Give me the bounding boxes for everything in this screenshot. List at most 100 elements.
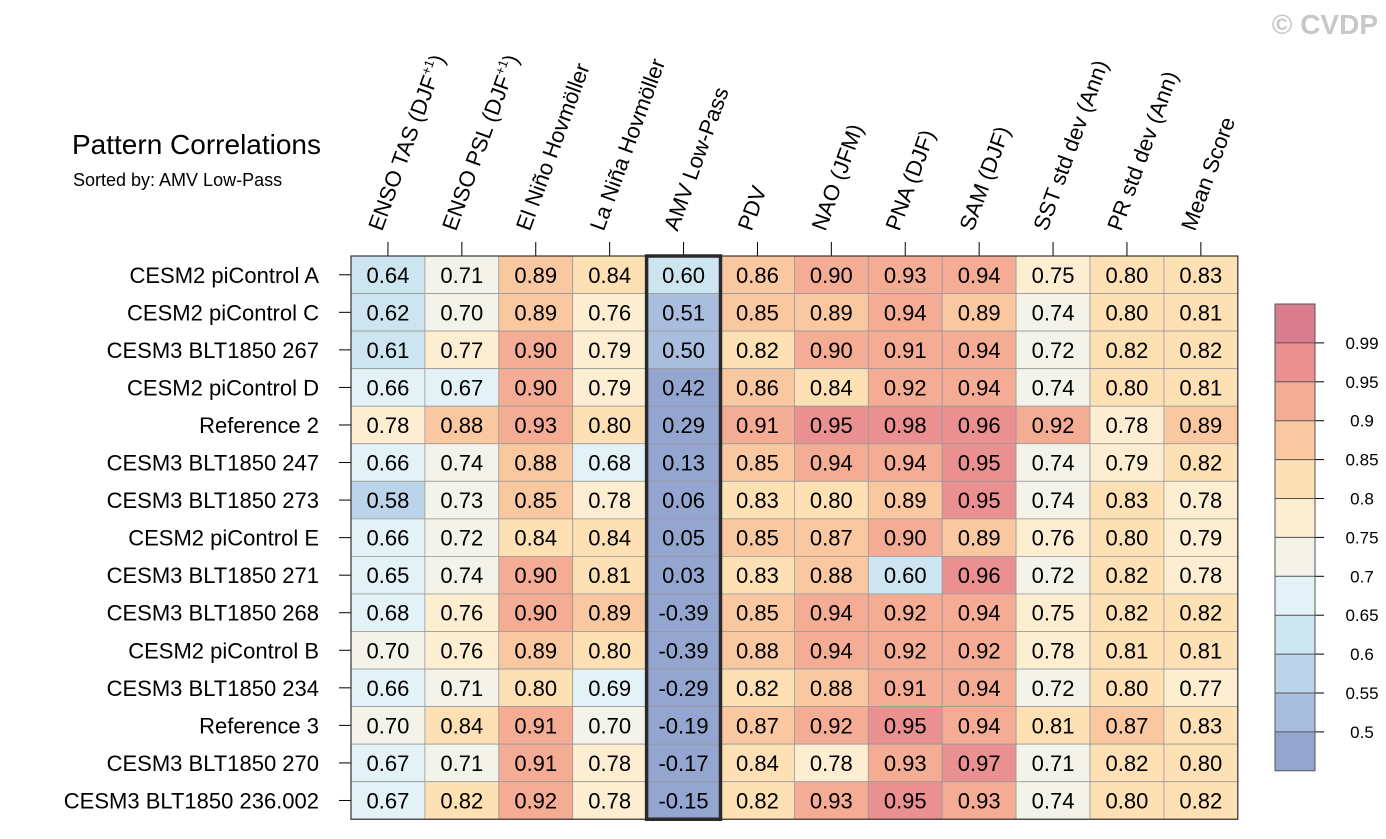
cell-value-label: 0.75 xyxy=(1032,601,1075,626)
heatmap-cell xyxy=(646,781,721,820)
heatmap-cell xyxy=(646,706,721,745)
row-label: CESM2 piControl E xyxy=(128,526,319,551)
heatmap-cell xyxy=(1089,518,1165,557)
cell-value-label: 0.74 xyxy=(440,451,483,476)
heatmap-cell xyxy=(646,480,721,520)
cell-value-label: 0.62 xyxy=(367,300,410,325)
cell-value-label: 0.66 xyxy=(367,526,410,551)
cell-value-label: 0.87 xyxy=(736,713,779,738)
cell-value-label: 0.82 xyxy=(1106,751,1149,776)
heatmap-cell xyxy=(794,743,869,783)
heatmap-cell xyxy=(424,743,500,783)
row-label: CESM2 piControl B xyxy=(128,638,319,663)
cell-value-label: 0.71 xyxy=(440,751,483,776)
heatmap-cell xyxy=(1163,293,1239,332)
colorbar-bin xyxy=(1275,654,1315,693)
cell-value-label: 0.74 xyxy=(440,563,483,588)
heatmap-cell xyxy=(867,781,943,820)
colorbar-bin xyxy=(1275,381,1315,421)
row-labels: CESM2 piControl A CESM2 piControl C CESM3 … xyxy=(64,263,351,813)
heatmap-cell xyxy=(424,668,500,707)
cell-value-label: 0.76 xyxy=(440,638,483,663)
colorbar-tick-label: 0.55 xyxy=(1345,684,1378,703)
colorbar-bin xyxy=(1275,420,1315,460)
cell-value-label: 0.61 xyxy=(367,338,410,363)
colorbar-bin xyxy=(1275,459,1315,499)
heatmap-cell xyxy=(498,668,574,707)
cell-value-label: 0.83 xyxy=(1179,713,1222,738)
heatmap-cell xyxy=(350,443,426,482)
heatmap-cell xyxy=(498,593,574,632)
heatmap-cell xyxy=(1089,743,1165,783)
cell-value-label: 0.79 xyxy=(588,375,631,400)
cell-value-label: 0.64 xyxy=(367,263,410,288)
cell-value-label: 0.79 xyxy=(588,338,631,363)
heatmap-cell xyxy=(1015,556,1091,595)
cell-value-label: 0.82 xyxy=(1106,563,1149,588)
cell-value-label: 0.82 xyxy=(1179,338,1222,363)
heatmap-cell xyxy=(867,593,943,632)
cell-value-label: 0.80 xyxy=(1179,751,1222,776)
row-label: CESM3 BLT1850 247 xyxy=(107,451,319,476)
cell-value-label: 0.89 xyxy=(958,300,1001,325)
cell-value-label: 0.89 xyxy=(514,263,557,288)
cell-value-label: 0.50 xyxy=(662,338,705,363)
heatmap-cell xyxy=(1163,668,1239,707)
cell-value-label: 0.91 xyxy=(514,751,557,776)
heatmap-cell xyxy=(941,556,1017,595)
heatmap-cell xyxy=(941,443,1017,482)
heatmap-cell xyxy=(1089,405,1165,445)
cell-value-label: 0.67 xyxy=(367,751,410,776)
chart-title: Pattern Correlations xyxy=(72,129,321,160)
heatmap-cell xyxy=(720,556,795,595)
heatmap-cell xyxy=(350,330,426,370)
cell-value-label: -0.15 xyxy=(658,788,708,813)
cell-value-label: 0.94 xyxy=(958,676,1001,701)
cell-value-label: 0.84 xyxy=(736,751,779,776)
heatmap-cell xyxy=(720,330,795,370)
heatmap-cell xyxy=(572,706,648,745)
heatmap-cell xyxy=(646,593,721,632)
colorbar-tick-label: 0.95 xyxy=(1345,373,1378,392)
heatmap-cell xyxy=(867,293,943,332)
cell-value-label: 0.96 xyxy=(958,413,1001,438)
heatmap-cell xyxy=(350,293,426,332)
cell-value-label: 0.91 xyxy=(736,413,779,438)
cell-value-label: 0.89 xyxy=(810,300,853,325)
cell-value-label: -0.29 xyxy=(658,676,708,701)
colorbar-tick-label: 0.85 xyxy=(1345,451,1378,470)
cell-value-label: 0.88 xyxy=(514,451,557,476)
cell-value-label: 0.94 xyxy=(958,375,1001,400)
cell-value-label: 0.88 xyxy=(440,413,483,438)
cell-value-label: 0.92 xyxy=(884,601,927,626)
cell-value-label: 0.80 xyxy=(1106,788,1149,813)
cell-value-label: 0.91 xyxy=(884,338,927,363)
cell-value-label: 0.86 xyxy=(736,263,779,288)
row-label: CESM3 BLT1850 267 xyxy=(107,338,319,363)
cell-value-label: 0.85 xyxy=(736,300,779,325)
column-header-label: ENSO PSL (DJF+1) xyxy=(436,51,524,234)
cell-value-label: 0.68 xyxy=(367,601,410,626)
heatmap-cell xyxy=(646,518,721,557)
cell-value-label: 0.71 xyxy=(440,263,483,288)
heatmap-cell xyxy=(941,781,1017,820)
cell-value-label: 0.78 xyxy=(588,751,631,776)
cell-value-label: 0.74 xyxy=(1032,488,1075,513)
cell-value-label: 0.91 xyxy=(884,676,927,701)
cell-value-label: 0.66 xyxy=(367,676,410,701)
heatmap-cell xyxy=(1015,743,1091,783)
cell-value-label: 0.74 xyxy=(1032,788,1075,813)
cell-value-label: 0.72 xyxy=(440,526,483,551)
cell-value-label: 0.87 xyxy=(1106,713,1149,738)
heatmap-cell xyxy=(794,293,869,332)
cell-value-label: 0.89 xyxy=(514,638,557,663)
cell-value-label: 0.13 xyxy=(662,451,705,476)
heatmap-cell xyxy=(572,631,648,670)
heatmap-cell xyxy=(498,706,574,745)
heatmap-cell xyxy=(941,255,1017,294)
colorbar-tick-label: 0.5 xyxy=(1350,723,1374,742)
cell-value-label: 0.72 xyxy=(1032,338,1075,363)
heatmap-cell xyxy=(498,781,574,820)
cell-value-label: 0.80 xyxy=(588,413,631,438)
heatmap-cell xyxy=(646,255,721,294)
